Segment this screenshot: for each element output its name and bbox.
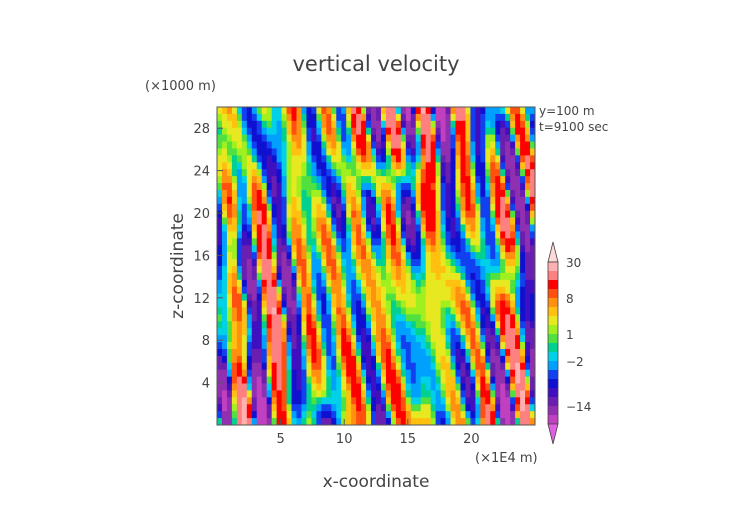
- colorbar-label: −2: [566, 355, 584, 369]
- colorbar-band: [548, 415, 558, 425]
- x-tick-label: 15: [400, 432, 417, 447]
- colorbar-band: [548, 361, 558, 371]
- y-tick-label: 8: [202, 334, 210, 349]
- colorbar-band: [548, 280, 558, 290]
- colorbar-band: [548, 397, 558, 407]
- annotation-t: t=9100 sec: [539, 120, 608, 134]
- colorbar-band: [548, 379, 558, 389]
- heatmap: [217, 107, 536, 426]
- colorbar-band: [548, 343, 558, 353]
- y-axis-ticks: 4 8 12 16 20 24 28: [193, 122, 223, 392]
- colorbar-band: [548, 298, 558, 308]
- y-tick-label: 24: [193, 165, 210, 180]
- y-tick-label: 12: [193, 292, 210, 307]
- colorbar-band: [548, 334, 558, 344]
- colorbar-band: [548, 262, 558, 272]
- x-tick-label: 20: [463, 432, 480, 447]
- x-axis-label: x-coordinate: [323, 472, 430, 492]
- colorbar-band: [548, 406, 558, 416]
- colorbar-extend-min: [547, 423, 559, 445]
- chart-title: vertical velocity: [292, 52, 459, 76]
- colorbar-band: [548, 271, 558, 281]
- colorbar-label: 30: [566, 256, 581, 270]
- x-tick-label: 10: [336, 432, 353, 447]
- y-axis-label: z-coordinate: [168, 213, 188, 319]
- y-tick-label: 28: [193, 122, 210, 137]
- colorbar-band: [548, 352, 558, 362]
- colorbar: 30 8 1 −2 −14: [547, 241, 591, 445]
- colorbar-band: [548, 316, 558, 326]
- colorbar-band: [548, 370, 558, 380]
- y-tick-label: 16: [193, 249, 210, 264]
- annotation-y: y=100 m: [539, 104, 595, 118]
- colorbar-band: [548, 289, 558, 299]
- colorbar-label: 8: [566, 292, 574, 306]
- colorbar-band: [548, 307, 558, 317]
- colorbar-extend-max: [547, 241, 559, 263]
- y-axis-unit: (×1000 m): [145, 79, 216, 94]
- x-tick-label: 5: [276, 432, 284, 447]
- plot-frame: [216, 106, 536, 426]
- x-axis-ticks: 5 10 15 20: [276, 419, 480, 447]
- colorbar-band: [548, 325, 558, 335]
- colorbar-label: 1: [566, 328, 574, 342]
- x-axis-unit: (×1E4 m): [475, 451, 538, 466]
- y-tick-label: 20: [193, 207, 210, 222]
- colorbar-label: −14: [566, 400, 591, 414]
- y-tick-label: 4: [202, 377, 210, 392]
- colorbar-band: [548, 388, 558, 398]
